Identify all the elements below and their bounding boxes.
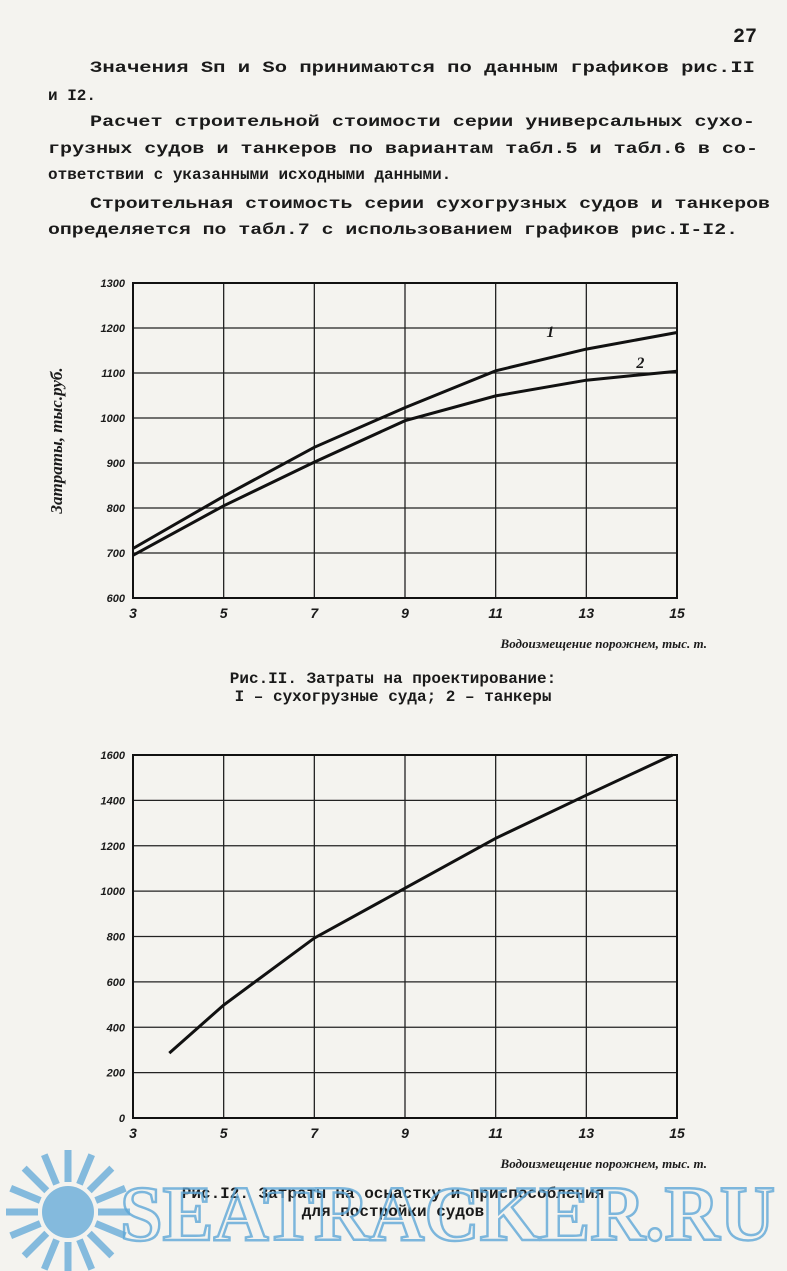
x-tick-label: 9 bbox=[401, 1125, 409, 1141]
sun-ray bbox=[21, 1230, 50, 1259]
sun-ray bbox=[41, 1153, 60, 1186]
sun-ray bbox=[9, 1220, 42, 1239]
sun-ray bbox=[41, 1238, 60, 1271]
x-tick-label: 5 bbox=[220, 1125, 228, 1141]
x-tick-label: 5 bbox=[220, 605, 228, 621]
sun-ray bbox=[21, 1165, 50, 1194]
x-tick-label: 15 bbox=[669, 1125, 685, 1141]
x-tick-label: 11 bbox=[488, 1125, 503, 1141]
data-line bbox=[132, 369, 678, 557]
y-tick-label: 800 bbox=[107, 503, 126, 515]
y-tick-label: 1600 bbox=[101, 750, 126, 762]
y-tick-label: 400 bbox=[106, 1022, 126, 1034]
watermark: SEATRACKER.RU bbox=[120, 1170, 775, 1257]
text-line: Значения Sп и Sо принимаются по данным г… bbox=[90, 59, 755, 77]
text-line: Расчет строительной стоимости серии унив… bbox=[90, 113, 755, 131]
y-tick-label: 200 bbox=[106, 1068, 126, 1080]
x-tick-label: 15 bbox=[669, 605, 685, 621]
sun-ray bbox=[9, 1185, 42, 1204]
text-line: определяется по табл.7 с использованием … bbox=[48, 221, 738, 239]
y-tick-label: 900 bbox=[107, 458, 126, 470]
y-tick-label: 1200 bbox=[101, 841, 126, 853]
x-tick-label: 13 bbox=[579, 605, 595, 621]
y-tick-label: 1100 bbox=[101, 368, 126, 380]
text-line: и I2. bbox=[48, 87, 96, 105]
series-label: 2 bbox=[635, 355, 644, 372]
text-line: ответствии с указанными исходными данным… bbox=[48, 166, 451, 184]
text-line: Строительная стоимость серии сухогрузных… bbox=[90, 195, 770, 213]
sun-core bbox=[42, 1186, 94, 1238]
data-line bbox=[132, 331, 678, 550]
x-tick-label: 11 bbox=[488, 605, 503, 621]
y-tick-label: 700 bbox=[107, 548, 126, 560]
y-tick-label: 600 bbox=[107, 977, 126, 989]
x-tick-label: 3 bbox=[129, 1125, 137, 1141]
plot-frame bbox=[132, 282, 678, 599]
x-axis-label: Водоизмещение порожнем, тыс. т. bbox=[500, 1156, 707, 1171]
sun-ray bbox=[76, 1153, 95, 1186]
caption: Рис.II. Затраты на проектирование: bbox=[230, 670, 556, 688]
page-number: 27 bbox=[733, 26, 757, 49]
watermark-sun bbox=[6, 1150, 130, 1271]
data-line bbox=[168, 753, 674, 1055]
y-tick-label: 1200 bbox=[101, 323, 126, 335]
plot-frame bbox=[132, 754, 678, 1119]
x-tick-label: 13 bbox=[579, 1125, 595, 1141]
caption: Рис.I2. Затраты на оснастку и приспособл… bbox=[182, 1185, 604, 1203]
y-tick-label: 1400 bbox=[101, 795, 126, 807]
text-line: грузных судов и танкеров по вариантам та… bbox=[48, 140, 758, 158]
caption: I – сухогрузные суда; 2 – танкеры bbox=[235, 688, 552, 706]
y-tick-label: 1000 bbox=[101, 886, 126, 898]
series-label: 1 bbox=[546, 324, 554, 341]
y-tick-label: 600 bbox=[107, 593, 126, 605]
x-tick-label: 3 bbox=[129, 605, 137, 621]
y-tick-label: 1000 bbox=[101, 413, 126, 425]
x-tick-label: 7 bbox=[310, 605, 319, 621]
x-tick-label: 7 bbox=[310, 1125, 319, 1141]
y-tick-label: 800 bbox=[107, 932, 126, 944]
x-axis-label: Водоизмещение порожнем, тыс. т. bbox=[500, 636, 707, 651]
sun-ray bbox=[94, 1185, 127, 1204]
caption: для постройки судов bbox=[302, 1203, 484, 1221]
x-tick-label: 9 bbox=[401, 605, 409, 621]
y-tick-label: 1300 bbox=[101, 278, 126, 290]
y-tick-label: 0 bbox=[119, 1113, 126, 1125]
sun-ray bbox=[86, 1165, 115, 1194]
sun-ray bbox=[76, 1238, 95, 1271]
sun-ray bbox=[86, 1230, 115, 1259]
sun-ray bbox=[94, 1220, 127, 1239]
y-axis-label: Затраты, тыс.руб. bbox=[47, 367, 66, 514]
